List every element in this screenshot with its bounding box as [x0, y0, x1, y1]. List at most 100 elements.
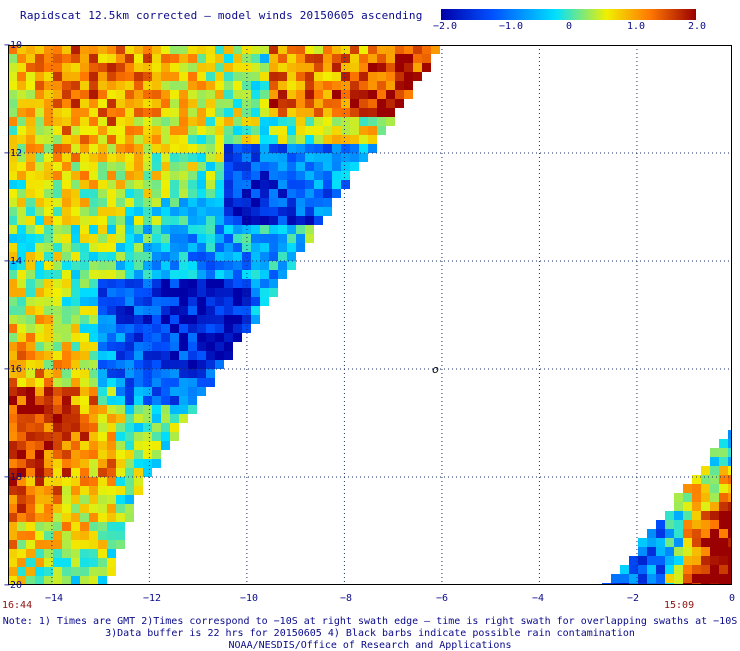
wind-cell — [296, 216, 305, 225]
wind-cell — [44, 351, 53, 360]
wind-cell — [341, 90, 350, 99]
wind-cell — [98, 72, 107, 81]
wind-cell — [206, 351, 215, 360]
wind-cell — [107, 54, 116, 63]
wind-cell — [26, 162, 35, 171]
wind-cell — [143, 198, 152, 207]
wind-cell — [35, 243, 44, 252]
wind-cell — [26, 549, 35, 558]
wind-cell — [260, 261, 269, 270]
wind-cell — [71, 414, 80, 423]
wind-cell — [278, 90, 287, 99]
wind-cell — [125, 162, 134, 171]
wind-cell — [62, 162, 71, 171]
wind-cell — [170, 333, 179, 342]
wind-cell — [314, 162, 323, 171]
wind-cell — [314, 135, 323, 144]
wind-cell — [35, 135, 44, 144]
wind-cell — [161, 315, 170, 324]
wind-cell — [143, 360, 152, 369]
wind-cell — [44, 486, 53, 495]
wind-cell — [692, 556, 701, 565]
wind-cell — [188, 162, 197, 171]
wind-cell — [62, 549, 71, 558]
wind-cell — [44, 441, 53, 450]
wind-cell — [287, 108, 296, 117]
wind-cell — [134, 270, 143, 279]
wind-cell — [188, 72, 197, 81]
wind-cell — [125, 90, 134, 99]
wind-cell — [89, 387, 98, 396]
wind-cell — [17, 207, 26, 216]
wind-cell — [134, 369, 143, 378]
wind-cell — [71, 486, 80, 495]
wind-cell — [44, 324, 53, 333]
wind-cell — [701, 475, 710, 484]
wind-cell — [53, 135, 62, 144]
wind-cell — [188, 198, 197, 207]
wind-cell — [80, 414, 89, 423]
wind-cell — [116, 396, 125, 405]
wind-cell — [26, 225, 35, 234]
wind-cell — [116, 117, 125, 126]
wind-cell — [35, 342, 44, 351]
wind-cell — [134, 117, 143, 126]
wind-cell — [395, 90, 404, 99]
wind-cell — [143, 90, 152, 99]
wind-cell — [188, 252, 197, 261]
wind-cell — [152, 189, 161, 198]
wind-cell — [35, 216, 44, 225]
wind-cell — [359, 72, 368, 81]
wind-cell — [17, 558, 26, 567]
wind-cell — [71, 441, 80, 450]
wind-cell — [170, 189, 179, 198]
wind-cell — [233, 45, 242, 54]
wind-cell — [98, 549, 107, 558]
wind-cell — [170, 360, 179, 369]
wind-cell — [26, 423, 35, 432]
wind-cell — [161, 441, 170, 450]
wind-cell — [710, 556, 719, 565]
wind-cell — [8, 324, 17, 333]
wind-cell — [89, 351, 98, 360]
wind-cell — [206, 198, 215, 207]
wind-cell — [89, 342, 98, 351]
wind-cell — [8, 441, 17, 450]
wind-cell — [35, 90, 44, 99]
wind-cell — [53, 63, 62, 72]
wind-cell — [224, 135, 233, 144]
wind-cell — [233, 270, 242, 279]
wind-cell — [368, 72, 377, 81]
wind-cell — [260, 153, 269, 162]
wind-cell — [62, 360, 71, 369]
wind-cell — [197, 216, 206, 225]
wind-cell — [71, 477, 80, 486]
wind-cell — [26, 396, 35, 405]
wind-cell — [89, 45, 98, 54]
wind-cell — [710, 493, 719, 502]
wind-cell — [80, 153, 89, 162]
wind-cell — [206, 126, 215, 135]
wind-cell — [17, 171, 26, 180]
wind-cell — [404, 63, 413, 72]
wind-cell — [26, 468, 35, 477]
wind-cell — [305, 81, 314, 90]
wind-difference-map[interactable]: o — [8, 45, 732, 585]
wind-cell — [98, 117, 107, 126]
wind-cell — [44, 576, 53, 585]
wind-cell — [161, 243, 170, 252]
wind-cell — [107, 234, 116, 243]
wind-cell — [98, 405, 107, 414]
wind-cell — [17, 198, 26, 207]
wind-cell — [350, 126, 359, 135]
wind-cell — [35, 81, 44, 90]
wind-cell — [665, 565, 674, 574]
wind-cell — [296, 126, 305, 135]
wind-cell — [8, 414, 17, 423]
wind-cell — [161, 279, 170, 288]
wind-cell — [206, 279, 215, 288]
wind-cell — [134, 126, 143, 135]
wind-cell — [44, 369, 53, 378]
wind-cell — [116, 225, 125, 234]
wind-cell — [260, 81, 269, 90]
